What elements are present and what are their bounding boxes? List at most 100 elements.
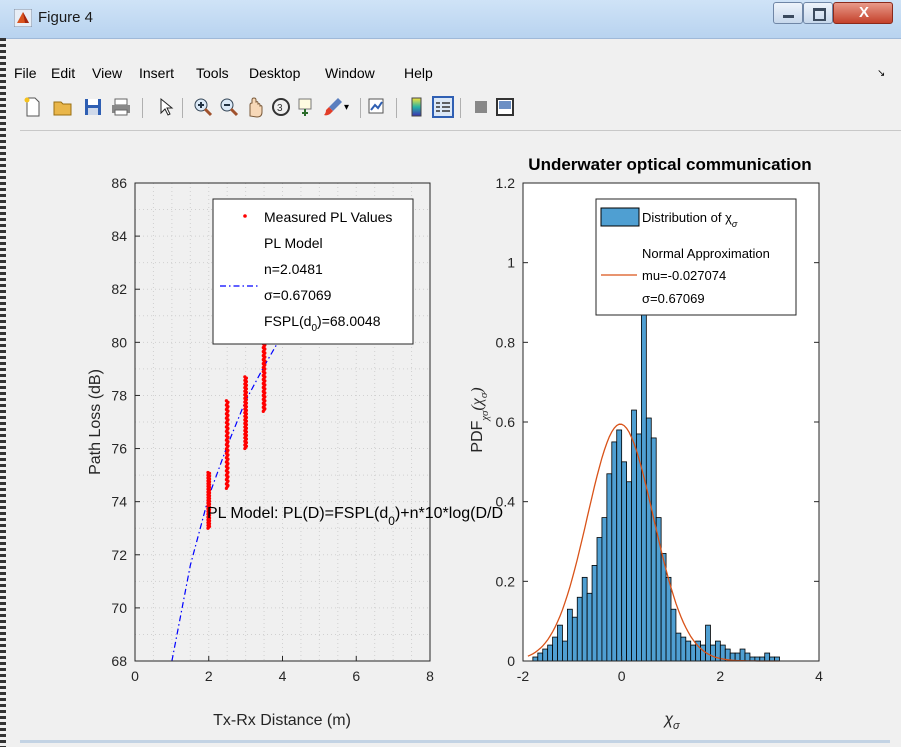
- colorbar-icon[interactable]: [406, 96, 428, 118]
- brush-dropdown-icon[interactable]: ▾: [344, 102, 350, 113]
- show-plot-tools-icon[interactable]: [494, 96, 516, 118]
- histogram-bar: [734, 652, 741, 662]
- left-plot-series: [171, 201, 394, 662]
- legend-text-sigma: σ=0.67069: [264, 287, 332, 303]
- histogram-bar: [606, 473, 613, 662]
- left-x-tick-label: 6: [352, 668, 360, 684]
- open-file-icon[interactable]: [52, 96, 74, 118]
- left-y-tick-label: 80: [111, 334, 127, 350]
- right-y-tick-label: 0: [507, 653, 515, 669]
- window-left-edge: [0, 38, 6, 747]
- menu-help[interactable]: Help: [404, 65, 433, 81]
- brush-icon[interactable]: [322, 96, 344, 118]
- left-x-tick-label: 8: [426, 668, 434, 684]
- legend-icon[interactable]: [432, 96, 454, 118]
- print-icon[interactable]: [110, 96, 132, 118]
- left-legend-box: [212, 198, 414, 345]
- legend-text-sigma-right: σ=0.67069: [642, 291, 705, 306]
- histogram-bar: [571, 616, 578, 662]
- histogram-bar: [576, 596, 583, 662]
- histogram-bar: [670, 608, 677, 662]
- legend-marker-measured: [243, 214, 247, 218]
- left-x-axis-label: Tx-Rx Distance (m): [213, 712, 351, 729]
- toolbar: 3 ▾: [0, 92, 901, 126]
- left-legend[interactable]: Measured PL Values PL Model n=2.0481 σ=0…: [212, 198, 414, 345]
- toolbar-separator: [460, 98, 461, 118]
- histogram-bar: [690, 644, 697, 662]
- histogram-bar: [675, 632, 682, 662]
- menu-insert[interactable]: Insert: [139, 65, 175, 81]
- menu-desktop[interactable]: Desktop: [249, 65, 301, 81]
- save-icon[interactable]: [82, 96, 104, 118]
- new-figure-icon[interactable]: [22, 96, 44, 118]
- measured-point: [206, 470, 210, 475]
- pan-icon[interactable]: [244, 96, 266, 118]
- menu-edit[interactable]: Edit: [51, 65, 76, 81]
- right-x-tick-label: 4: [815, 668, 823, 684]
- histogram-bar: [611, 441, 618, 662]
- legend-text-n: n=2.0481: [264, 261, 323, 277]
- toolbar-separator: [182, 98, 183, 118]
- zoom-out-icon[interactable]: [218, 96, 240, 118]
- left-x-tick-label: 0: [131, 668, 139, 684]
- pointer-icon[interactable]: [154, 96, 176, 118]
- menu-bar: File Edit View Insert Tools Desktop Wind…: [0, 60, 901, 86]
- close-icon: X: [858, 4, 869, 21]
- histogram-bar: [710, 644, 716, 662]
- menu-window[interactable]: Window: [325, 65, 375, 81]
- histogram-bar: [645, 417, 652, 662]
- link-plot-icon[interactable]: [366, 96, 388, 118]
- measured-point: [224, 399, 228, 403]
- histogram-bar: [744, 652, 751, 662]
- hide-plot-tools-icon[interactable]: [470, 96, 492, 118]
- histogram-bar: [626, 481, 632, 662]
- histogram-bar: [557, 624, 563, 662]
- right-y-tick-label: 0.8: [496, 334, 516, 350]
- histogram-bar: [636, 433, 642, 662]
- legend-text-measured: Measured PL Values: [264, 209, 392, 225]
- maximize-button[interactable]: [803, 2, 833, 24]
- data-cursor-icon[interactable]: [296, 96, 318, 118]
- zoom-in-icon[interactable]: [192, 96, 214, 118]
- histogram-bar: [680, 636, 687, 662]
- histogram-bar: [532, 656, 539, 662]
- left-y-tick-label: 74: [111, 494, 127, 510]
- legend-swatch-histogram: [600, 207, 640, 227]
- right-x-axis-label: χσ: [662, 711, 680, 732]
- legend-distribution-subscript: σ: [732, 219, 738, 229]
- left-y-axis-label: Path Loss (dB): [87, 369, 104, 475]
- menu-tools[interactable]: Tools: [196, 65, 229, 81]
- menu-file[interactable]: File: [14, 65, 37, 81]
- histogram-bar: [581, 576, 588, 662]
- legend-fspl-part-2: )=68.0048: [317, 313, 381, 329]
- right-legend[interactable]: Distribution of χσ Normal Approximation …: [595, 198, 797, 316]
- histogram-bar: [537, 652, 544, 662]
- legend-text-fspl: FSPL(d0)=68.0048: [264, 313, 381, 334]
- right-y-tick-label: 0.4: [496, 494, 516, 510]
- left-y-tick-label: 70: [111, 600, 127, 616]
- window-title: Figure 4: [38, 9, 94, 26]
- toolbar-separator: [142, 98, 143, 118]
- title-bar[interactable]: Figure 4 X: [0, 0, 901, 39]
- rotate-3d-icon[interactable]: 3: [270, 96, 292, 118]
- histogram-bar: [660, 553, 667, 662]
- histogram-axes[interactable]: -2 0 2 400.20.40.60.811.2 Underwater optica…: [469, 155, 823, 732]
- left-y-tick-label: 78: [111, 387, 127, 403]
- minimize-button[interactable]: [773, 2, 803, 24]
- left-x-tick-label: 2: [205, 668, 213, 684]
- measured-point: [243, 375, 247, 379]
- legend-text-model: PL Model: [264, 235, 323, 251]
- right-x-tick-label: 0: [618, 668, 626, 684]
- histogram-bar: [591, 565, 598, 662]
- model-equation-subscript: 0: [388, 514, 395, 528]
- histogram-bar: [552, 636, 558, 662]
- histogram-bar: [616, 429, 623, 662]
- histogram-bar: [547, 644, 554, 662]
- right-y-tick-label: 1.2: [496, 175, 516, 191]
- menu-view[interactable]: View: [92, 65, 123, 81]
- menu-dock-arrow-icon[interactable]: ↘: [877, 68, 886, 79]
- close-button[interactable]: X: [833, 2, 893, 24]
- histogram-bar: [621, 461, 628, 662]
